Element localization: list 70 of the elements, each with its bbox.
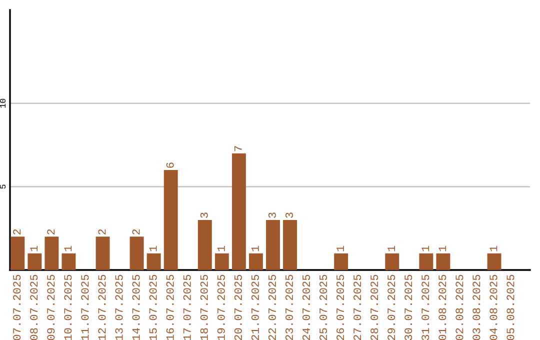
- bar: [214, 253, 229, 270]
- x-tick-label: 02.08.2025: [456, 274, 464, 340]
- x-tick-label: 21.07.2025: [251, 274, 259, 340]
- y-tick-label: 5: [0, 184, 6, 189]
- bar: [146, 253, 161, 270]
- x-tick-label: 30.07.2025: [404, 274, 412, 340]
- x-tick-label: 15.07.2025: [149, 274, 157, 340]
- x-tick-label: 19.07.2025: [217, 274, 225, 340]
- data-label: 1: [336, 246, 344, 252]
- x-tick-label: 28.07.2025: [370, 274, 378, 340]
- x-tick-label: 13.07.2025: [115, 274, 123, 340]
- data-label: 1: [64, 246, 72, 252]
- data-label: 1: [388, 246, 395, 252]
- data-label: 3: [285, 212, 293, 218]
- x-tick-label: 25.07.2025: [319, 274, 328, 340]
- x-tick-label: 07.07.2025: [13, 274, 21, 340]
- x-tick-label: 22.07.2025: [268, 274, 276, 340]
- bar: [198, 220, 212, 270]
- bar: [62, 253, 76, 270]
- bar: [283, 220, 297, 270]
- x-tick-label: 31.07.2025: [422, 274, 430, 340]
- data-label: 2: [47, 229, 55, 234]
- bar: [28, 253, 42, 270]
- bar: [44, 236, 59, 270]
- x-tick-label: 11.07.2025: [81, 274, 89, 340]
- data-label: 1: [422, 246, 430, 252]
- data-label: 2: [98, 229, 106, 234]
- bar: [334, 253, 348, 270]
- x-tick-label: 24.07.2025: [302, 274, 310, 340]
- data-label: 7: [234, 146, 242, 152]
- x-tick-label: 10.07.2025: [64, 274, 72, 340]
- bar: [96, 236, 110, 270]
- x-tick-label: 23.07.2025: [285, 274, 293, 340]
- x-tick-label: 08.07.2025: [30, 274, 38, 340]
- x-tick-label: 04.08.2025: [490, 274, 498, 340]
- data-label: 6: [166, 162, 174, 168]
- x-tick-label: 26.07.2025: [336, 274, 344, 340]
- x-tick-label: 01.08.2025: [438, 274, 446, 340]
- data-label: 1: [217, 246, 225, 252]
- x-tick-label: 09.07.2025: [47, 274, 55, 340]
- x-tick-label: 03.08.2025: [472, 274, 480, 340]
- x-tick-label: 05.08.2025: [506, 274, 514, 340]
- bar: [130, 236, 144, 270]
- bar: [419, 253, 434, 270]
- x-tick-label: 27.07.2025: [354, 274, 362, 340]
- bar: [487, 253, 502, 270]
- data-label: 3: [268, 212, 276, 218]
- bar: [266, 220, 280, 270]
- x-tick-label: 20.07.2025: [234, 274, 242, 340]
- bar: [164, 170, 178, 270]
- x-tick-label: 17.07.2025: [183, 274, 191, 340]
- x-tick-label: 12.07.2025: [98, 274, 106, 340]
- data-label: 3: [200, 212, 208, 218]
- data-label: 2: [132, 229, 140, 234]
- y-tick-label: 10: [0, 98, 6, 108]
- x-tick-label: 16.07.2025: [166, 274, 174, 340]
- x-tick-label: 14.07.2025: [132, 274, 140, 340]
- x-tick-label: 29.07.2025: [388, 274, 396, 340]
- bar: [248, 253, 263, 270]
- data-label: 1: [438, 246, 446, 252]
- bar: [436, 253, 450, 270]
- data-label: 1: [490, 246, 498, 252]
- data-label: 1: [30, 246, 38, 252]
- data-label: 1: [149, 246, 157, 252]
- bar: [10, 236, 25, 270]
- bar: [385, 253, 400, 270]
- data-label: 2: [13, 229, 21, 234]
- x-tick-label: 18.07.2025: [200, 274, 208, 340]
- data-label: 1: [252, 246, 259, 252]
- bar: [232, 153, 246, 270]
